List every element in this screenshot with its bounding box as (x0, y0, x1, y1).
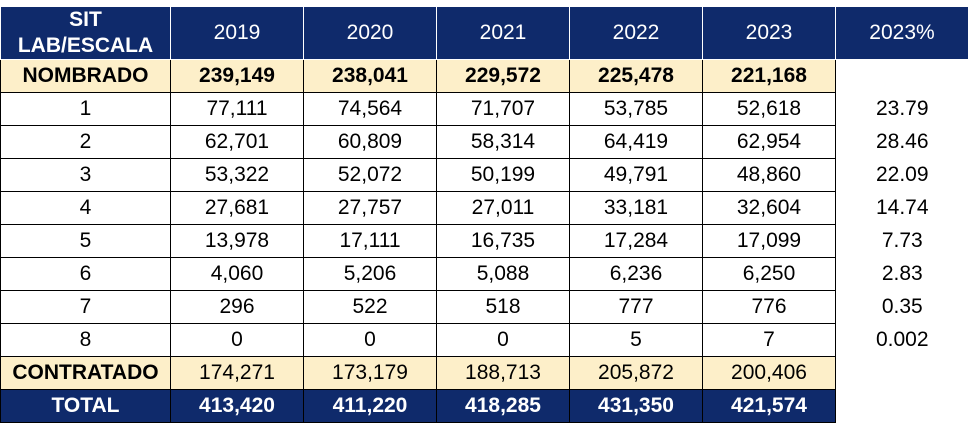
contratado-row: CONTRATADO 174,271 173,179 188,713 205,872 20… (0, 356, 969, 390)
value-cell: 16,735 (436, 224, 570, 258)
value-cell: 238,041 (303, 59, 437, 93)
year-header: 2022 (569, 6, 703, 60)
value-cell: 413,420 (170, 389, 304, 423)
value-cell: 53,785 (569, 92, 703, 126)
value-cell: 53,322 (170, 158, 304, 192)
scale-row: 5 13,978 17,111 16,735 17,284 17,099 7.73 (0, 224, 969, 258)
value-cell: 7 (702, 323, 836, 357)
row-label: 7 (0, 290, 171, 324)
row-label: TOTAL (0, 389, 171, 423)
value-cell: 221,168 (702, 59, 836, 93)
value-cell: 522 (303, 290, 437, 324)
value-cell: 205,872 (569, 356, 703, 390)
value-cell: 74,564 (303, 92, 437, 126)
value-cell: 518 (436, 290, 570, 324)
value-cell: 418,285 (436, 389, 570, 423)
value-cell: 50,199 (436, 158, 570, 192)
value-cell: 5,206 (303, 257, 437, 291)
value-cell: 27,681 (170, 191, 304, 225)
header-sit-line2: LAB/ESCALA (17, 34, 154, 57)
value-cell: 17,111 (303, 224, 437, 258)
value-cell: 0 (170, 323, 304, 357)
value-cell: 17,284 (569, 224, 703, 258)
value-cell: 5 (569, 323, 703, 357)
value-cell: 777 (569, 290, 703, 324)
value-cell: 27,011 (436, 191, 570, 225)
value-cell: 0 (436, 323, 570, 357)
pct-cell: 0.002 (875, 328, 929, 351)
value-cell: 173,179 (303, 356, 437, 390)
value-cell: 6,236 (569, 257, 703, 291)
pct-cell (836, 60, 969, 93)
value-cell: 62,701 (170, 125, 304, 159)
year-header: 2023 (702, 6, 836, 60)
value-cell: 60,809 (303, 125, 437, 159)
value-cell: 229,572 (436, 59, 570, 93)
scale-row: 7 296 522 518 777 776 0.35 (0, 290, 969, 324)
value-cell: 71,707 (436, 92, 570, 126)
year-header: 2021 (436, 6, 570, 60)
scale-row: 3 53,322 52,072 50,199 49,791 48,860 22.09 (0, 158, 969, 192)
row-label: 6 (0, 257, 171, 291)
pct-cell: 0.35 (881, 295, 923, 318)
pct-cell: 23.79 (875, 97, 929, 120)
row-label: 5 (0, 224, 171, 258)
pct-cell: 2.83 (881, 262, 923, 285)
value-cell: 49,791 (569, 158, 703, 192)
personnel-table: SIT LAB/ESCALA 2019 2020 2021 2022 2023 … (0, 6, 969, 423)
value-cell: 48,860 (702, 158, 836, 192)
scale-row: 1 77,111 74,564 71,707 53,785 52,618 23.79 (0, 92, 969, 126)
row-label: CONTRATADO (0, 356, 171, 390)
value-cell: 5,088 (436, 257, 570, 291)
sit-lab-escala-header: SIT LAB/ESCALA (0, 6, 171, 60)
scale-row: 2 62,701 60,809 58,314 64,419 62,954 28.46 (0, 125, 969, 159)
value-cell: 62,954 (702, 125, 836, 159)
value-cell: 225,478 (569, 59, 703, 93)
row-label: 4 (0, 191, 171, 225)
value-cell: 58,314 (436, 125, 570, 159)
year-header: 2020 (303, 6, 437, 60)
value-cell: 17,099 (702, 224, 836, 258)
value-cell: 776 (702, 290, 836, 324)
value-cell: 421,574 (702, 389, 836, 423)
nombrado-row: NOMBRADO 239,149 238,041 229,572 225,478 221,… (0, 59, 969, 93)
year-header: 2019 (170, 6, 304, 60)
pct-cell (836, 357, 969, 390)
value-cell: 13,978 (170, 224, 304, 258)
row-label: 3 (0, 158, 171, 192)
header-row: SIT LAB/ESCALA 2019 2020 2021 2022 2023 … (0, 6, 969, 60)
scale-row: 6 4,060 5,206 5,088 6,236 6,250 2.83 (0, 257, 969, 291)
pct-header: 2023% (835, 6, 969, 60)
value-cell: 174,271 (170, 356, 304, 390)
pct-cell: 28.46 (875, 130, 929, 153)
value-cell: 0 (303, 323, 437, 357)
value-cell: 52,072 (303, 158, 437, 192)
value-cell: 200,406 (702, 356, 836, 390)
pct-cell: 7.73 (881, 229, 923, 252)
value-cell: 4,060 (170, 257, 304, 291)
row-label: NOMBRADO (0, 59, 171, 93)
value-cell: 431,350 (569, 389, 703, 423)
pct-cell (836, 390, 969, 423)
value-cell: 33,181 (569, 191, 703, 225)
scale-row: 4 27,681 27,757 27,011 33,181 32,604 14.74 (0, 191, 969, 225)
row-label: 1 (0, 92, 171, 126)
value-cell: 188,713 (436, 356, 570, 390)
row-label: 8 (0, 323, 171, 357)
value-cell: 411,220 (303, 389, 437, 423)
pct-cell: 22.09 (875, 163, 929, 186)
value-cell: 32,604 (702, 191, 836, 225)
value-cell: 27,757 (303, 191, 437, 225)
row-label: 2 (0, 125, 171, 159)
value-cell: 77,111 (170, 92, 304, 126)
value-cell: 52,618 (702, 92, 836, 126)
header-sit-line1: SIT (69, 8, 102, 31)
pct-cell: 14.74 (875, 196, 929, 219)
scale-row: 8 0 0 0 5 7 0.002 (0, 323, 969, 357)
value-cell: 6,250 (702, 257, 836, 291)
value-cell: 64,419 (569, 125, 703, 159)
total-row: TOTAL 413,420 411,220 418,285 431,350 421,574 (0, 389, 969, 423)
value-cell: 239,149 (170, 59, 304, 93)
value-cell: 296 (170, 290, 304, 324)
